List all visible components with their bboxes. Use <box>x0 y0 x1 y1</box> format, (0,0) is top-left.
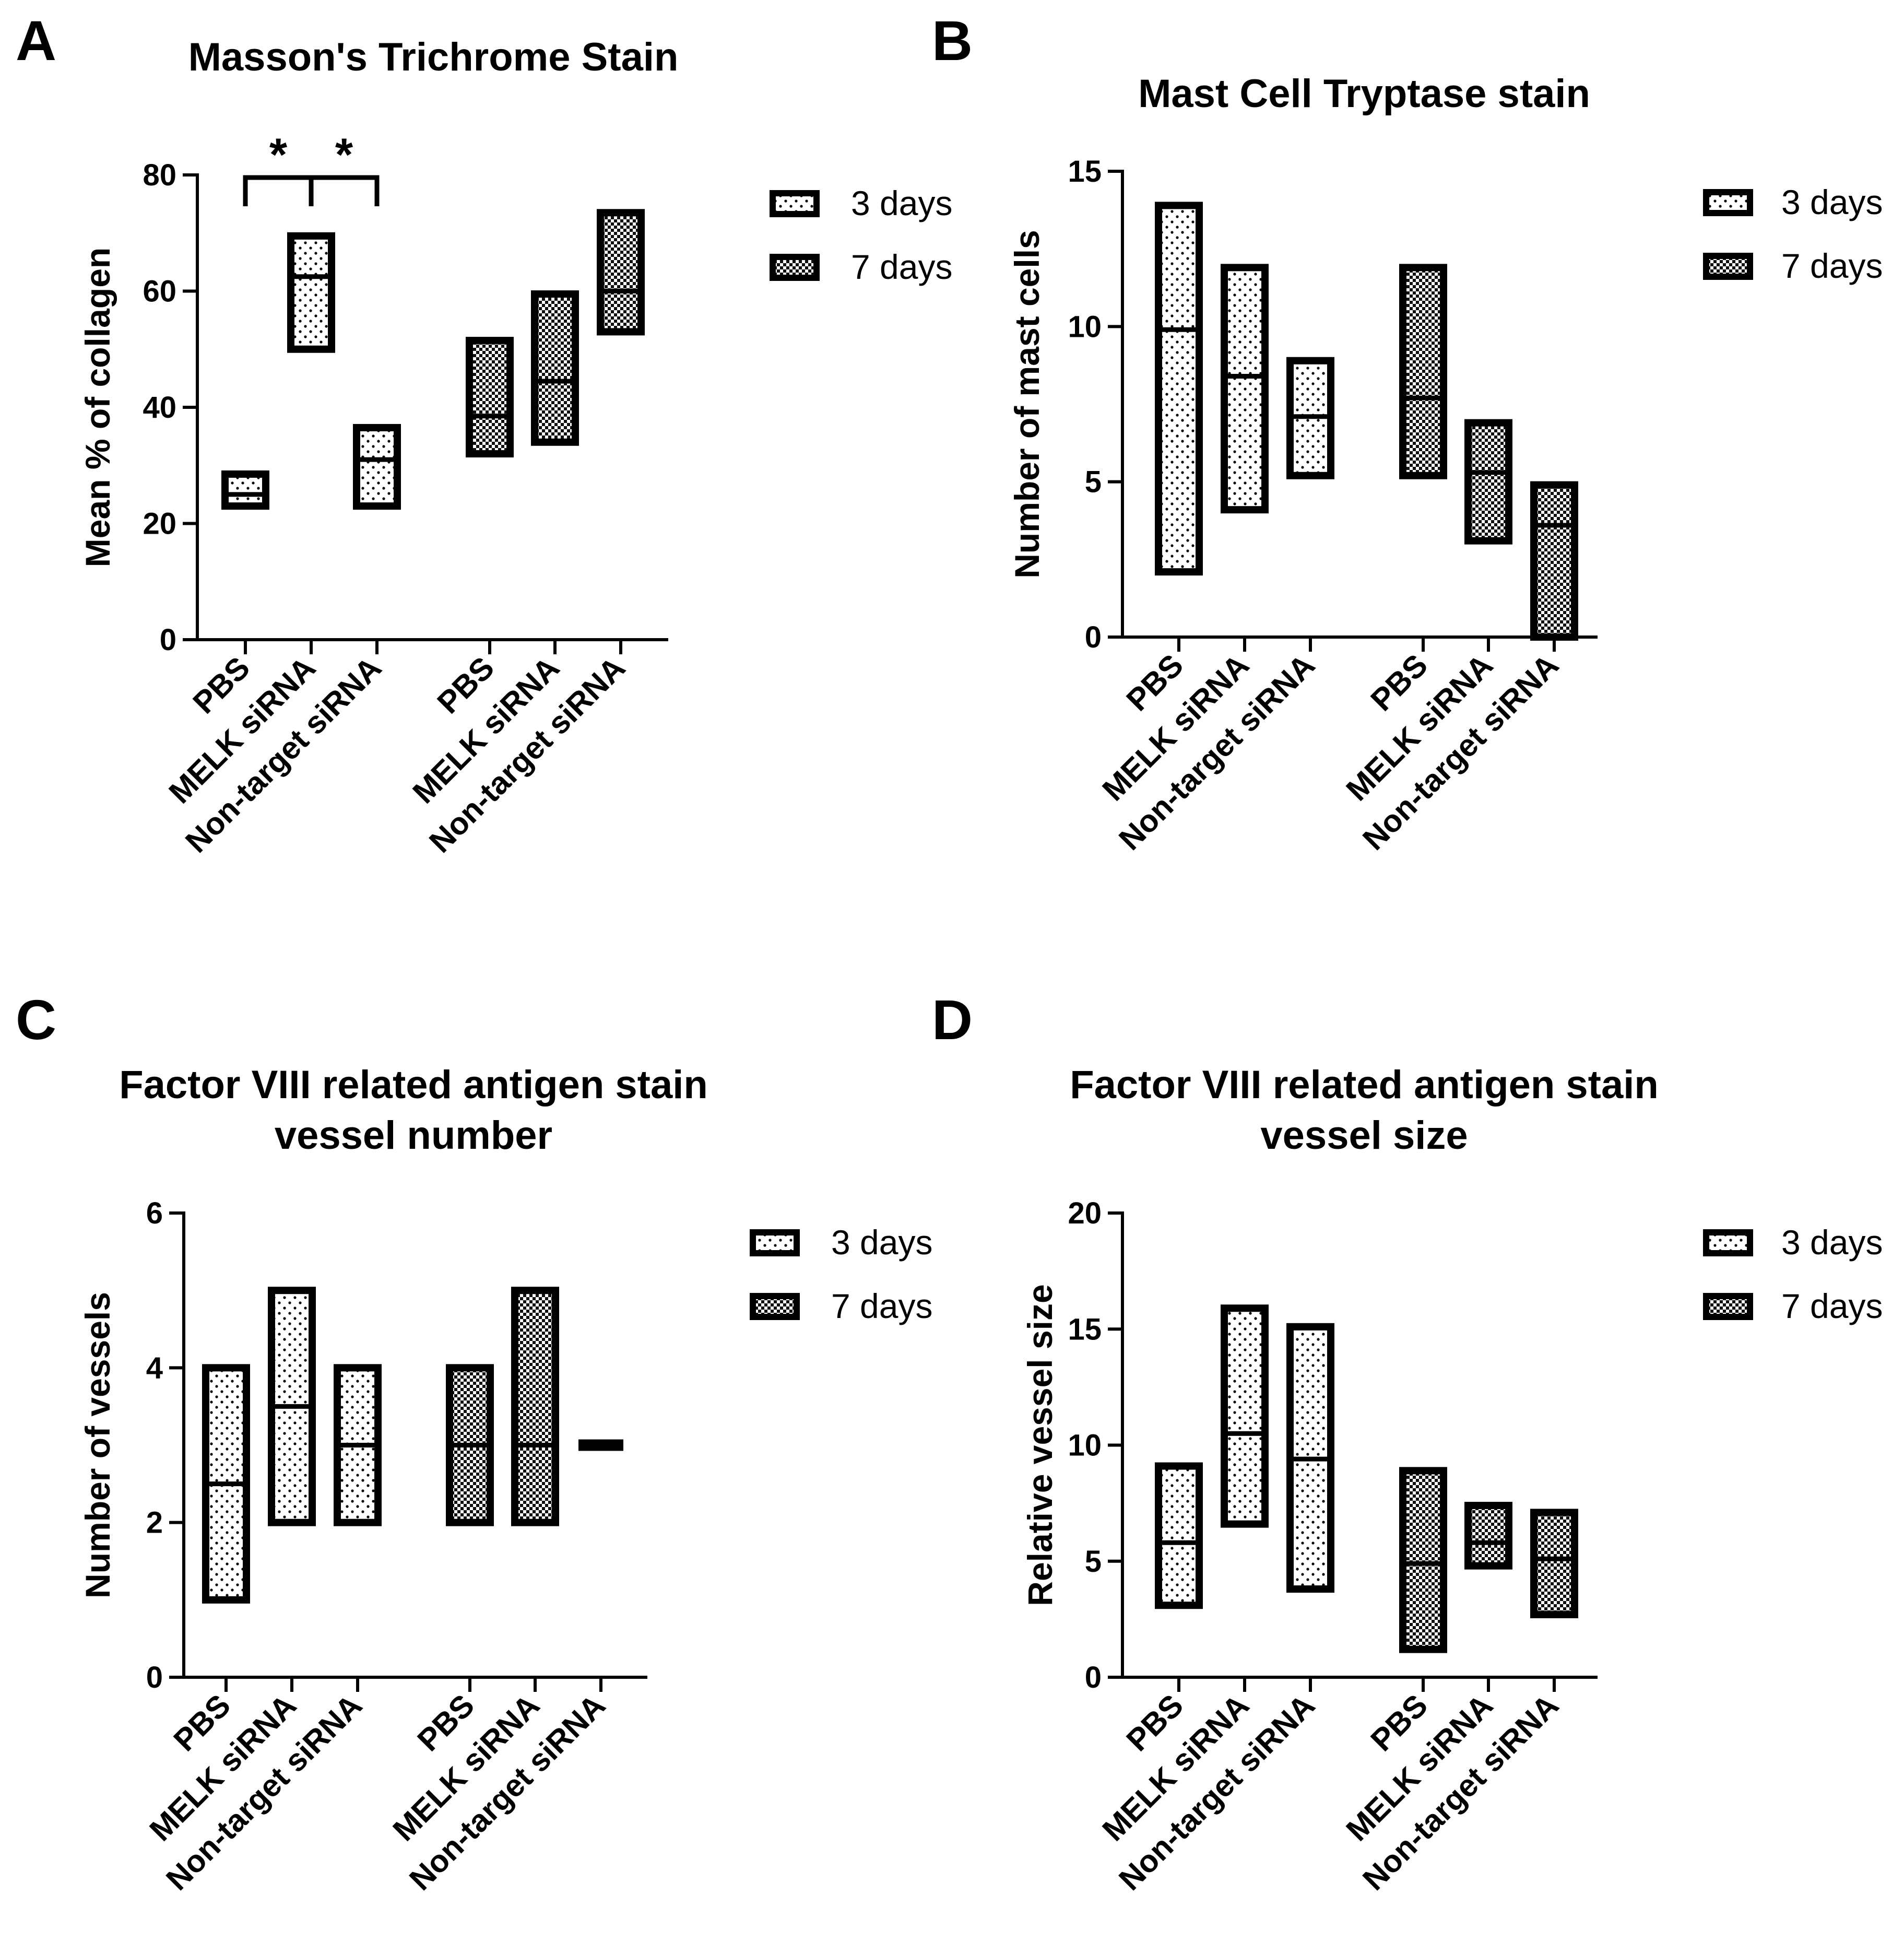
floating-bar <box>466 337 514 457</box>
panel-letter: B <box>932 9 973 72</box>
floating-bar <box>353 423 401 510</box>
y-tick-label: 0 <box>160 623 176 657</box>
y-tick-label: 20 <box>1068 1196 1102 1230</box>
floating-bar <box>1464 419 1512 545</box>
chart-title: vessel number <box>275 1113 552 1158</box>
chart-title: Factor VIII related antigen stain <box>1070 1063 1659 1107</box>
y-tick-label: 10 <box>1068 310 1102 344</box>
legend-label: 7 days <box>851 248 952 286</box>
legend-label: 7 days <box>831 1287 932 1325</box>
floating-bar <box>531 290 579 446</box>
legend-label: 7 days <box>1781 246 1883 285</box>
chart-title: Factor VIII related antigen stain <box>119 1063 708 1107</box>
y-tick-label: 0 <box>146 1661 163 1694</box>
floating-bar <box>1530 481 1578 641</box>
floating-bar <box>597 209 645 336</box>
legend-swatch <box>1703 189 1753 216</box>
y-tick-label: 20 <box>143 507 176 541</box>
y-tick-label: 0 <box>1085 620 1102 654</box>
legend-swatch <box>750 1293 800 1320</box>
floating-bar <box>287 232 335 353</box>
legend-label: 3 days <box>1781 183 1883 221</box>
y-tick-label: 0 <box>1085 1661 1102 1694</box>
panel-a: A Masson's Trichrome Stain Mean % of colla… <box>16 9 952 860</box>
floating-bar <box>1155 1462 1203 1609</box>
y-tick-label: 6 <box>146 1196 163 1230</box>
legend-swatch <box>1703 1293 1753 1320</box>
floating-bar <box>1530 1509 1578 1618</box>
legend-swatch <box>1703 253 1753 280</box>
legend-label: 3 days <box>831 1223 932 1262</box>
legend-label: 3 days <box>851 184 952 222</box>
chart-title: Masson's Trichrome Stain <box>188 35 679 79</box>
y-tick-label: 5 <box>1085 465 1102 499</box>
y-tick-label: 2 <box>146 1506 163 1540</box>
legend-swatch <box>770 254 820 281</box>
floating-bar <box>1399 1467 1447 1653</box>
legend: 3 days 7 days <box>1703 183 1883 285</box>
y-tick-label: 5 <box>1085 1545 1102 1579</box>
floating-bar <box>1464 1502 1512 1570</box>
y-tick-label: 80 <box>143 158 176 192</box>
legend: 3 days 7 days <box>770 184 952 286</box>
legend: 3 days 7 days <box>750 1223 932 1325</box>
panel-b: B Mast Cell Tryptase stain Number of mast … <box>932 9 1883 857</box>
significance-bracket <box>309 175 380 206</box>
y-axis-label: Number of vessels <box>78 1292 117 1598</box>
panel-letter: C <box>16 988 56 1051</box>
floating-bar <box>221 470 269 510</box>
panel-d: D Factor VIII related antigen stain vessel… <box>932 988 1883 1897</box>
y-axis-label: Number of mast cells <box>1008 230 1046 579</box>
panel-c: C Factor VIII related antigen stain vessel… <box>16 988 932 1897</box>
y-tick-label: 15 <box>1068 155 1102 189</box>
floating-bar <box>1155 202 1203 576</box>
floating-bar <box>511 1287 559 1526</box>
legend: 3 days 7 days <box>1703 1223 1883 1325</box>
legend-label: 3 days <box>1781 1223 1883 1262</box>
y-axis-label: Mean % of collagen <box>78 248 117 567</box>
floating-bar <box>1221 264 1269 514</box>
y-tick-label: 4 <box>146 1351 163 1385</box>
legend-swatch <box>1703 1229 1753 1256</box>
y-tick-label: 40 <box>143 391 176 425</box>
chart-title: vessel size <box>1260 1113 1468 1158</box>
significance-star: * <box>335 128 353 180</box>
legend-swatch <box>750 1229 800 1256</box>
y-axis-label: Relative vessel size <box>1021 1284 1059 1606</box>
legend-label: 7 days <box>1781 1287 1883 1325</box>
y-tick-label: 60 <box>143 275 176 309</box>
y-tick-label: 15 <box>1068 1312 1102 1346</box>
panel-letter: A <box>16 9 56 72</box>
chart-title: Mast Cell Tryptase stain <box>1138 72 1590 116</box>
floating-bar <box>1221 1304 1269 1528</box>
floating-bar <box>1399 264 1447 479</box>
significance-star: * <box>269 128 288 180</box>
significance-bracket <box>243 175 314 206</box>
panel-letter: D <box>932 988 973 1051</box>
legend-swatch <box>770 190 820 217</box>
y-tick-label: 10 <box>1068 1429 1102 1463</box>
